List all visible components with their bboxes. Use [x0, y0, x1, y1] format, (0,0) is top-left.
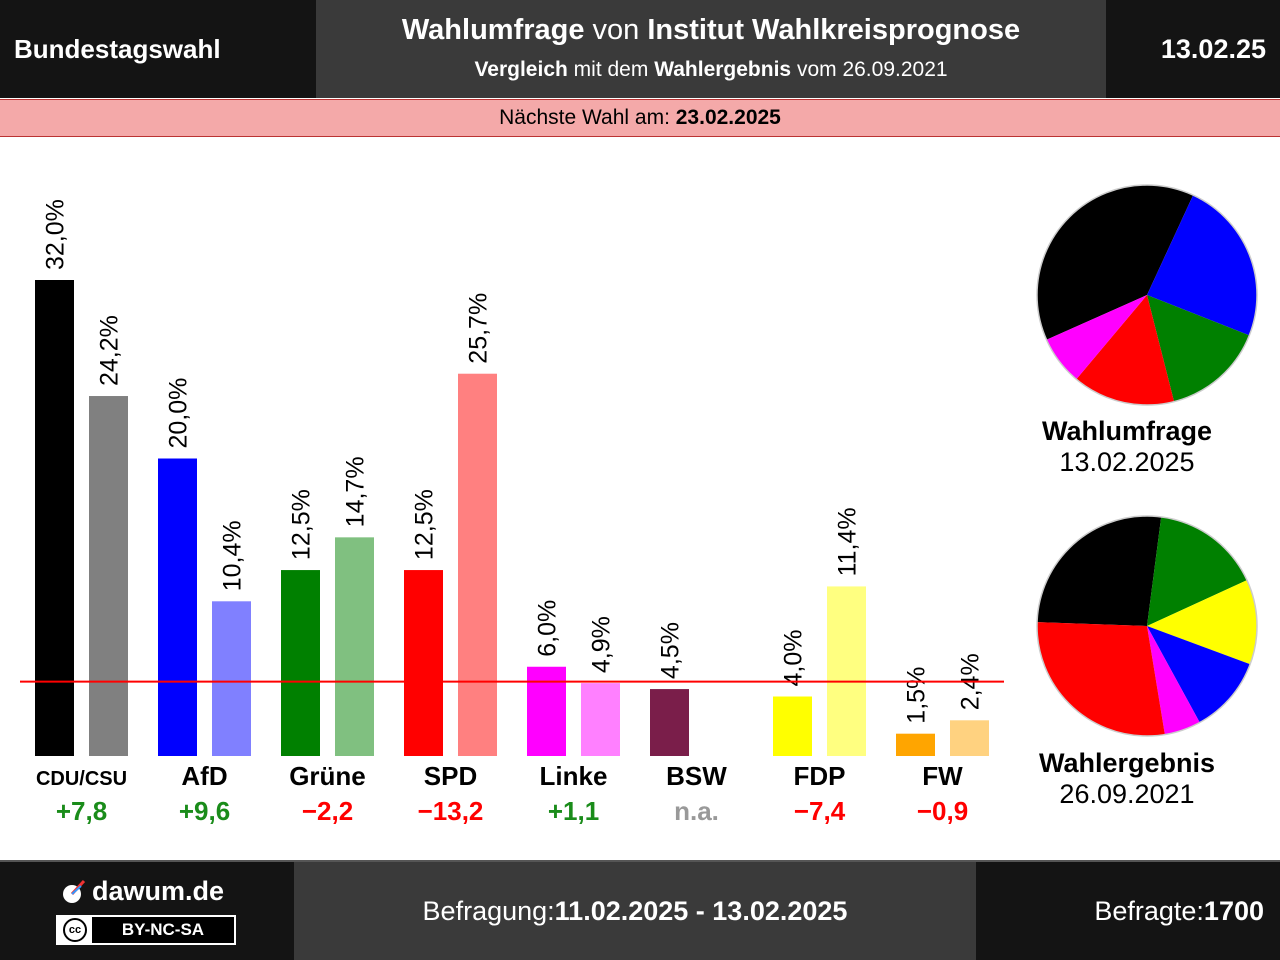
pie-label-poll: Wahlumfrage 13.02.2025 [1007, 416, 1247, 478]
respondents-label: Befragte: [1094, 895, 1204, 926]
pie-result-slice-4 [1147, 626, 1200, 735]
value-label-poll-fw: 1,5% [903, 667, 931, 724]
header-title-block: Wahlumfrage von Institut Wahlkreisprogno… [316, 0, 1106, 98]
category-label-linke: Linke [540, 761, 608, 791]
change-label-spd: −13,2 [418, 796, 484, 826]
header-left: Bundestagswahl [0, 0, 316, 98]
period-label: Befragung: [422, 895, 555, 926]
brand-name[interactable]: dawum.de [92, 876, 225, 906]
category-label-gr-ne: Grüne [289, 761, 366, 791]
sub-mid: mit dem [567, 58, 655, 81]
pie-result-slice-3 [1147, 626, 1251, 723]
pie-result-slice-0 [1037, 516, 1162, 626]
bar-result-fdp [827, 586, 866, 756]
pie-result-slice-5 [1037, 622, 1165, 737]
pie-result-outline [1036, 515, 1258, 737]
pie-result-slice-1 [1147, 516, 1248, 626]
pie-poll-slice-0 [1037, 185, 1194, 340]
pie-label-result: Wahlergebnis 26.09.2021 [1007, 748, 1247, 810]
pie-poll-slice-3 [1076, 295, 1175, 405]
next-election-date: 23.02.2025 [675, 106, 781, 129]
bar-poll-fw [896, 733, 935, 756]
bar-poll-spd [404, 570, 443, 756]
title-bold-2: Institut Wahlkreisprognose [647, 14, 1021, 46]
bar-result-spd [458, 373, 497, 756]
next-election-bar: Nächste Wahl am: 23.02.2025 [0, 99, 1280, 137]
next-election-label: Nächste Wahl am: [499, 106, 670, 129]
survey-period: Befragung: 11.02.2025 - 13.02.2025 [294, 862, 976, 960]
bar-poll-fdp [773, 696, 812, 756]
pie-result-title: Wahlergebnis [1038, 748, 1216, 778]
bar-result-fw [950, 720, 989, 756]
value-label-result-linke: 4,9% [588, 616, 616, 673]
bar-result-gr-ne [335, 537, 374, 756]
value-label-poll-linke: 6,0% [534, 600, 562, 657]
bar-result-cdu-csu [89, 396, 128, 756]
value-label-result-gr-ne: 14,7% [342, 456, 370, 527]
change-label-bsw: n.a. [674, 796, 719, 826]
value-label-result-afd: 10,4% [219, 520, 247, 591]
pie-poll-outline [1036, 184, 1258, 406]
sub-end: vom 26.09.2021 [791, 58, 948, 81]
change-label-fdp: −7,4 [794, 796, 846, 826]
title-mid: von [584, 14, 648, 46]
category-label-fdp: FDP [794, 761, 846, 791]
bar-poll-linke [527, 666, 566, 756]
period-value: 11.02.2025 - 13.02.2025 [554, 895, 848, 926]
value-label-result-cdu-csu: 24,2% [96, 315, 124, 386]
header-title: Wahlumfrage von Institut Wahlkreisprogno… [316, 14, 1106, 47]
header-date: 13.02.25 [1106, 0, 1280, 98]
poll-chart: 32,0% 24,2% CDU/CSU +7,8 20,0% 10,4% AfD +9,6 12… [20, 184, 1258, 826]
value-label-poll-spd: 12,5% [411, 489, 439, 560]
value-label-result-spd: 25,7% [465, 293, 493, 364]
footer: dawum.de cc BY-NC-SA Befragung: 11.02.20… [0, 860, 1280, 960]
pie-poll-slice-2 [1147, 295, 1250, 402]
bar-poll-cdu-csu [35, 280, 74, 756]
respondents-value: 1700 [1203, 895, 1264, 926]
header: Bundestagswahl Wahlumfrage von Institut … [0, 0, 1280, 98]
title-bold-1: Wahlumfrage [401, 14, 585, 46]
bar-poll-bsw [650, 689, 689, 756]
bar-poll-gr-ne [281, 570, 320, 756]
pie-poll-date: 13.02.2025 [1059, 447, 1195, 477]
pie-result-date: 26.09.2021 [1059, 779, 1195, 809]
bar-result-afd [212, 601, 251, 756]
change-label-gr-ne: −2,2 [302, 796, 353, 826]
change-label-cdu-csu: +7,8 [56, 796, 107, 826]
bar-poll-afd [158, 458, 197, 756]
bar-result-linke [581, 683, 620, 756]
category-label-afd: AfD [181, 761, 227, 791]
dawum-logo-icon [63, 879, 86, 903]
sub-bold-2: Wahlergebnis [654, 58, 792, 81]
pie-poll-title: Wahlumfrage [1041, 416, 1212, 446]
change-label-linke: +1,1 [548, 796, 599, 826]
change-label-afd: +9,6 [179, 796, 230, 826]
cc-icon: cc [58, 917, 92, 943]
pie-poll-slice-1 [1147, 195, 1257, 336]
category-label-fw: FW [922, 761, 963, 791]
category-label-bsw: BSW [666, 761, 727, 791]
respondents: Befragte: 1700 [976, 862, 1280, 960]
pie-poll-slice-4 [1046, 295, 1147, 380]
value-label-poll-cdu-csu: 32,0% [42, 199, 70, 270]
sub-bold-1: Vergleich [474, 58, 568, 81]
value-label-poll-fdp: 4,0% [780, 630, 808, 687]
value-label-poll-gr-ne: 12,5% [288, 489, 316, 560]
license-badge[interactable]: cc BY-NC-SA [56, 915, 236, 945]
change-label-fw: −0,9 [917, 796, 968, 826]
license-text: BY-NC-SA [92, 917, 234, 943]
pie-result-slice-2 [1147, 580, 1257, 665]
category-label-cdu-csu: CDU/CSU [36, 768, 127, 790]
value-label-poll-bsw: 4,5% [657, 622, 685, 679]
value-label-result-fdp: 11,4% [834, 507, 862, 576]
header-subtitle: Vergleich mit dem Wahlergebnis vom 26.09… [316, 58, 1106, 82]
footer-brand-block: dawum.de cc BY-NC-SA [0, 862, 294, 960]
category-label-spd: SPD [424, 761, 477, 791]
value-label-poll-afd: 20,0% [165, 378, 193, 449]
cc-symbol: cc [63, 918, 87, 942]
